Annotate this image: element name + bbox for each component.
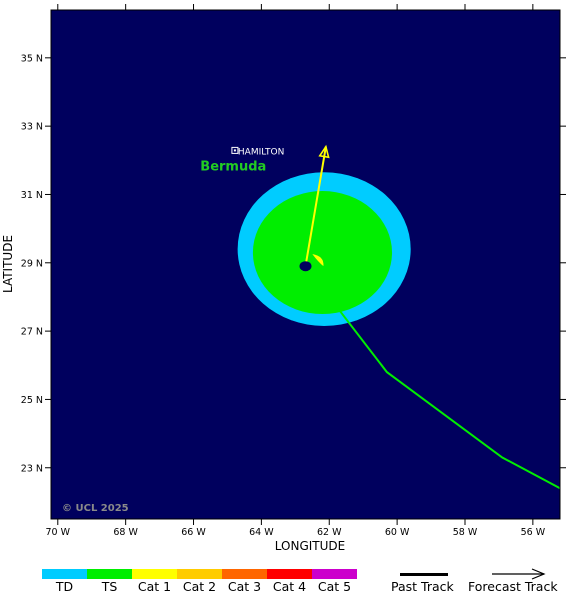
y-tick-label: 23 N [21, 463, 43, 474]
storm-center-eye [299, 261, 312, 272]
place-marker: HAMILTON [231, 146, 284, 157]
legend-label: TD [55, 579, 74, 594]
cat1-wind-field [312, 254, 324, 267]
place-square-icon [231, 146, 239, 154]
legend-label: Cat 4 [272, 579, 307, 594]
legend-swatch-cat-3 [222, 569, 267, 579]
past-track-label: Past Track [391, 579, 454, 594]
legend-label: Cat 5 [317, 579, 352, 594]
y-tick-label: 35 N [21, 53, 43, 64]
past-track-line [304, 265, 560, 490]
x-tick-label: 68 W [113, 527, 138, 538]
y-tick-label: 25 N [21, 395, 43, 406]
x-tick-label: 66 W [181, 527, 206, 538]
x-tick-label: 70 W [46, 527, 71, 538]
forecast-track-label: Forecast Track [468, 579, 558, 594]
x-tick-label: 60 W [385, 527, 410, 538]
legend-swatch-td [42, 569, 87, 579]
y-tick-label: 27 N [21, 327, 43, 338]
legend-swatch-cat-2 [177, 569, 222, 579]
x-tick-label: 56 W [521, 527, 546, 538]
plot-frame [50, 9, 561, 520]
legend-label: TS [101, 579, 118, 594]
legend-swatch-ts [87, 569, 132, 579]
legend-swatch-cat-4 [267, 569, 312, 579]
forecast-track-line [304, 146, 327, 267]
past-track-swatch [400, 573, 448, 576]
x-tick-label: 62 W [317, 527, 342, 538]
ts-wind-field [252, 191, 393, 315]
copyright-text: © UCL 2025 [62, 503, 129, 514]
legend-label: Cat 3 [227, 579, 262, 594]
legend-label: Cat 1 [137, 579, 172, 594]
y-tick-label: 31 N [21, 190, 43, 201]
legend-label: Cat 2 [182, 579, 217, 594]
x-axis-title: LONGITUDE [275, 539, 345, 553]
forecast-track-swatch [492, 568, 546, 580]
x-tick-label: 58 W [453, 527, 478, 538]
forecast-track-arrowhead [318, 144, 330, 159]
intensity-color-bar [42, 569, 357, 579]
y-axis-title: LATITUDE [1, 235, 15, 293]
island-label: Bermuda [200, 160, 266, 175]
legend-swatch-cat-1 [132, 569, 177, 579]
y-tick-label: 33 N [21, 122, 43, 133]
legend-swatch-cat-5 [312, 569, 357, 579]
y-tick-label: 29 N [21, 258, 43, 269]
x-tick-label: 64 W [249, 527, 274, 538]
place-label: HAMILTON [238, 147, 284, 157]
